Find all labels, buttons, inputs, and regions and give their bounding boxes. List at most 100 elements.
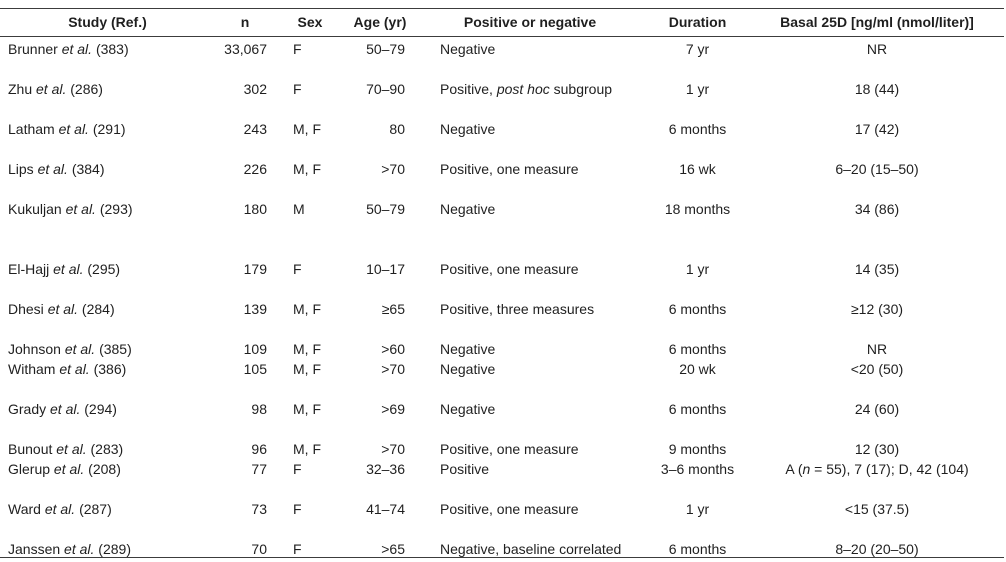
sex-cell: M — [293, 200, 305, 217]
table-row: Latham et al. (291) 243 M, F 80 Negative 6 mo… — [0, 117, 1004, 157]
header-outcome: Positive or negative — [415, 8, 645, 37]
sex-cell: F — [293, 41, 302, 57]
basal-cell: 14 (35) — [854, 260, 900, 277]
age-cell: >70 — [381, 440, 405, 457]
n-cell: 243 — [243, 120, 267, 137]
study-cell: Johnson et al. (385) — [8, 340, 132, 357]
study-cell: Grady et al. (294) — [8, 400, 117, 417]
basal-cell: 8–20 (20–50) — [835, 540, 919, 557]
age-cell: >65 — [381, 540, 405, 557]
outcome-cell: Negative — [440, 400, 496, 417]
n-cell: 179 — [243, 260, 267, 277]
study-cell: Janssen et al. (289) — [8, 540, 131, 557]
header-study: Study (Ref.) — [0, 8, 215, 37]
sex-cell: F — [293, 500, 302, 517]
basal-cell: NR — [866, 340, 888, 357]
study-cell: Latham et al. (291) — [8, 120, 126, 137]
age-cell: ≥65 — [381, 300, 405, 317]
age-cell: 80 — [389, 120, 405, 137]
basal-cell: 12 (30) — [854, 440, 900, 457]
age-cell: >69 — [381, 400, 405, 417]
n-cell: 70 — [251, 540, 267, 557]
outcome-cell: Negative — [440, 360, 496, 377]
study-cell: Lips et al. (384) — [8, 160, 105, 177]
header-sex: Sex — [275, 8, 345, 37]
duration-cell: 6 months — [668, 300, 727, 317]
n-cell: 98 — [251, 400, 267, 417]
table-header: Study (Ref.) n Sex Age (yr) Positive or nega… — [0, 8, 1004, 37]
duration-cell: 1 yr — [685, 80, 710, 97]
n-cell: 73 — [251, 500, 267, 517]
study-cell: El-Hajj et al. (295) — [8, 260, 121, 277]
age-cell: 41–74 — [366, 500, 405, 517]
study-cell: Kukuljan et al. (293) — [8, 200, 133, 217]
table-row: Johnson et al. (385) 109 M, F >60 Negative 6 … — [0, 337, 1004, 357]
sex-cell: M, F — [293, 400, 321, 417]
n-cell: 109 — [243, 340, 267, 357]
sex-cell: M, F — [293, 120, 321, 137]
outcome-cell: Negative — [440, 120, 496, 137]
n-cell: 77 — [251, 460, 267, 477]
n-cell: 139 — [243, 300, 267, 317]
table-row: El-Hajj et al. (295) 179 F 10–17 Positive, o… — [0, 257, 1004, 297]
table-row: Grady et al. (294) 98 M, F >69 Negative 6 mon… — [0, 397, 1004, 437]
outcome-cell: Positive, one measure — [440, 160, 579, 177]
table-row: Dhesi et al. (284) 139 M, F ≥65 Positive, th… — [0, 297, 1004, 337]
sex-cell: M, F — [293, 300, 321, 317]
study-cell: Zhu et al. (286) — [8, 80, 103, 97]
duration-cell: 1 yr — [685, 260, 710, 277]
duration-cell: 6 months — [668, 120, 727, 137]
outcome-cell: Positive, one measure — [440, 500, 579, 517]
duration-cell: 7 yr — [685, 41, 710, 57]
basal-cell: 24 (60) — [854, 400, 900, 417]
basal-cell: NR — [866, 41, 888, 57]
study-cell: Brunner et al. (383) — [8, 41, 129, 57]
basal-cell: A (n = 55), 7 (17); D, 42 (104) — [785, 460, 969, 477]
duration-cell: 18 months — [664, 200, 731, 217]
outcome-cell: Negative — [440, 340, 496, 357]
study-cell: Dhesi et al. (284) — [8, 300, 115, 317]
age-cell: 10–17 — [366, 260, 405, 277]
table-row: Witham et al. (386) 105 M, F >70 Negative 20 … — [0, 357, 1004, 397]
outcome-cell: Positive, one measure — [440, 260, 579, 277]
n-cell: 180 — [243, 200, 267, 217]
sex-cell: F — [293, 460, 302, 477]
table-row: Bunout et al. (283) 96 M, F >70 Positive, on… — [0, 437, 1004, 457]
n-cell: 96 — [251, 440, 267, 457]
age-cell: 50–79 — [366, 41, 405, 57]
sex-cell: M, F — [293, 160, 321, 177]
n-cell: 105 — [243, 360, 267, 377]
age-cell: >70 — [381, 360, 405, 377]
n-cell: 226 — [243, 160, 267, 177]
basal-cell: 18 (44) — [854, 80, 900, 97]
outcome-cell: Negative — [440, 200, 496, 217]
sex-cell: M, F — [293, 340, 321, 357]
study-cell: Glerup et al. (208) — [8, 460, 121, 477]
studies-table: Study (Ref.) n Sex Age (yr) Positive or nega… — [0, 8, 1004, 558]
duration-cell: 16 wk — [679, 160, 716, 177]
age-cell: >60 — [381, 340, 405, 357]
outcome-cell: Negative — [440, 41, 496, 57]
duration-cell: 9 months — [668, 440, 727, 457]
outcome-cell: Positive, post hoc subgroup — [440, 80, 613, 97]
basal-cell: 34 (86) — [854, 200, 900, 217]
duration-cell: 6 months — [668, 540, 727, 557]
outcome-cell: Negative, baseline correlated — [440, 540, 622, 557]
outcome-cell: Positive — [440, 460, 490, 477]
outcome-cell: Positive, three measures — [440, 300, 595, 317]
basal-cell: <20 (50) — [850, 360, 904, 377]
table-row: Zhu et al. (286) 302 F 70–90 Positive, post … — [0, 77, 1004, 117]
duration-cell: 6 months — [668, 340, 727, 357]
duration-cell: 6 months — [668, 400, 727, 417]
study-cell: Bunout et al. (283) — [8, 440, 124, 457]
table-row: Ward et al. (287) 73 F 41–74 Positive, one m… — [0, 497, 1004, 537]
sex-cell: F — [293, 80, 302, 97]
n-cell: 33,067 — [224, 41, 267, 57]
header-basal: Basal 25D [ng/ml (nmol/liter)] — [750, 8, 1004, 37]
table-row: Brunner et al. (383) 33,067 F 50–79 Negative… — [0, 37, 1004, 77]
age-cell: 50–79 — [366, 200, 405, 217]
n-cell: 302 — [243, 80, 267, 97]
basal-cell: ≥12 (30) — [850, 300, 904, 317]
table-row: Lips et al. (384) 226 M, F >70 Positive, one… — [0, 157, 1004, 197]
